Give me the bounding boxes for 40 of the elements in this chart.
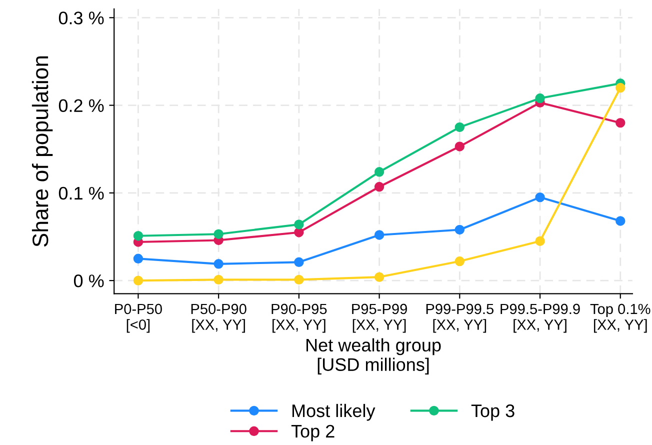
point — [374, 167, 384, 177]
point — [616, 82, 626, 93]
y-axis-title: Share of population — [32, 56, 53, 247]
x-tick-label: P50-P90 [XX, YY] — [191, 304, 246, 333]
point — [133, 254, 144, 264]
point — [616, 118, 626, 128]
point — [133, 276, 144, 286]
point — [214, 274, 224, 285]
point — [214, 229, 224, 239]
x-tick-label: P99.5-P99.9 [XX, YY] — [500, 304, 580, 333]
point — [454, 256, 465, 266]
y-tick-label: 0.1 % — [58, 186, 104, 200]
legend-label: Most likely — [292, 404, 376, 421]
y-tick-label: 0 % — [74, 274, 104, 288]
x-tick-label: P90-P95 [XX, YY] — [272, 304, 327, 333]
x-tick-label: P0-P50 [<0] — [115, 304, 162, 333]
point — [454, 224, 465, 235]
y-tick-label: 0.2 % — [58, 99, 104, 112]
x-tick-label: P95-P99 [XX, YY] — [352, 304, 407, 333]
point — [454, 122, 465, 132]
legend-label: Top 3 — [471, 404, 514, 421]
y-tick-label: 0.3 % — [58, 12, 104, 24]
point — [616, 216, 626, 226]
point — [535, 93, 545, 104]
point — [294, 227, 304, 238]
point — [133, 231, 144, 241]
point — [294, 274, 304, 285]
point — [374, 182, 384, 192]
x-axis-title: Net wealth group [USD millions] — [306, 338, 441, 375]
point — [535, 236, 545, 246]
legend-label: Top 2 — [291, 424, 334, 442]
point — [535, 192, 545, 202]
point — [374, 272, 384, 282]
point — [374, 230, 384, 240]
x-tick-label: Top 0.1% [XX, YY] — [590, 304, 650, 333]
point — [294, 257, 304, 268]
point — [294, 220, 304, 230]
point — [214, 259, 224, 269]
x-tick-label: P99-P99.5 [XX, YY] — [426, 304, 494, 333]
point — [454, 142, 465, 152]
